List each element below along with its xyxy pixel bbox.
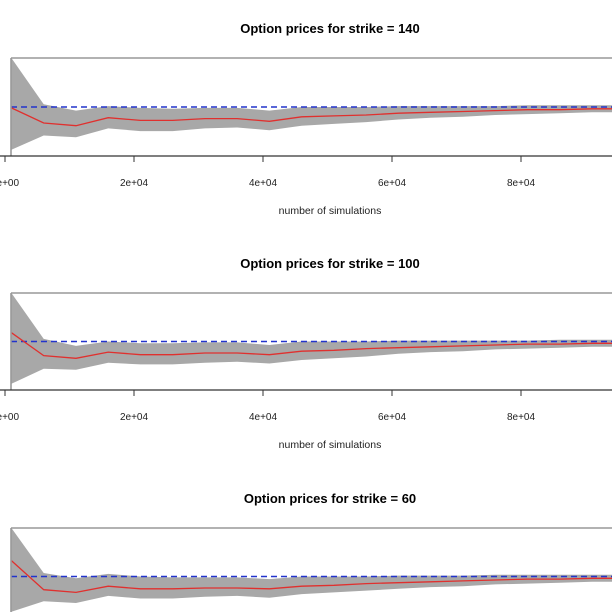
x-tick-label: 8e+04 (507, 178, 536, 189)
chart-strike-140: Option prices for strike = 140 0e+00 2e+04… (0, 21, 612, 217)
chart-title: Option prices for strike = 100 (240, 256, 420, 271)
x-tick-label: 6e+04 (378, 178, 407, 189)
x-tick-label: 0e+00 (0, 412, 19, 423)
confidence-band (11, 58, 612, 150)
x-tick-label: 8e+04 (507, 412, 536, 423)
chart-strike-100: Option prices for strike = 100 0e+00 2e+04… (0, 256, 612, 451)
estimate-line (11, 107, 612, 127)
x-axis-label: number of simulations (279, 205, 382, 217)
x-tick-label: 2e+04 (120, 178, 149, 189)
x-axis-label: number of simulations (279, 439, 382, 451)
confidence-band (11, 293, 612, 384)
estimate-line (11, 332, 612, 359)
x-tick-label: 4e+04 (249, 412, 278, 423)
x-tick-label: 0e+00 (0, 178, 19, 189)
confidence-band (11, 528, 612, 612)
chart-strike-60: Option prices for strike = 60 (10, 491, 612, 612)
estimate-line (10, 560, 612, 594)
x-tick-label: 2e+04 (120, 412, 149, 423)
x-tick-label: 4e+04 (249, 178, 278, 189)
x-tick-label: 6e+04 (378, 412, 407, 423)
chart-title: Option prices for strike = 60 (244, 491, 416, 506)
chart-title: Option prices for strike = 140 (240, 21, 420, 36)
